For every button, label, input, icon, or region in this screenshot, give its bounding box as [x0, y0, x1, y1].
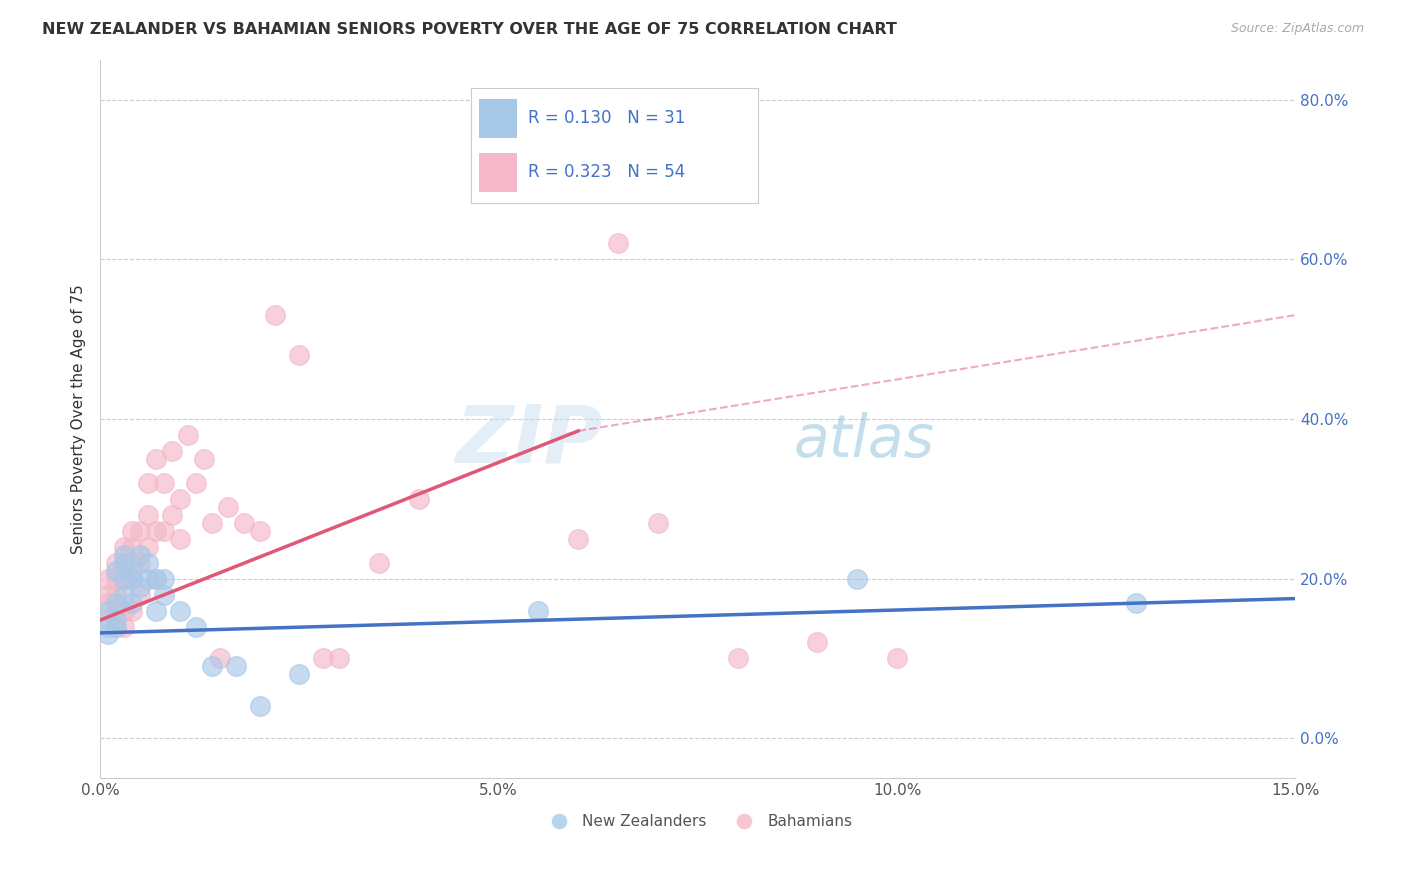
Point — [112, 572, 135, 586]
Point — [136, 556, 159, 570]
Point — [112, 603, 135, 617]
Point — [249, 524, 271, 538]
Point — [169, 532, 191, 546]
Point — [121, 556, 143, 570]
Point — [193, 451, 215, 466]
Point — [312, 651, 335, 665]
Point — [567, 532, 589, 546]
Point — [112, 540, 135, 554]
Point — [112, 588, 135, 602]
Point — [97, 627, 120, 641]
Point — [201, 516, 224, 530]
Point — [129, 548, 152, 562]
Point — [647, 516, 669, 530]
Point — [288, 667, 311, 681]
Point — [129, 588, 152, 602]
Point — [97, 603, 120, 617]
Point — [105, 588, 128, 602]
Point — [846, 572, 869, 586]
Point — [121, 540, 143, 554]
Point — [105, 596, 128, 610]
Point — [121, 596, 143, 610]
Point — [201, 659, 224, 673]
Point — [112, 619, 135, 633]
Point — [121, 603, 143, 617]
Point — [136, 572, 159, 586]
Point — [160, 508, 183, 522]
Point — [160, 443, 183, 458]
Point — [184, 475, 207, 490]
Point — [112, 556, 135, 570]
Point — [249, 699, 271, 714]
Point — [112, 548, 135, 562]
Point — [806, 635, 828, 649]
Point — [145, 572, 167, 586]
Point — [169, 491, 191, 506]
Point — [145, 524, 167, 538]
Point — [153, 475, 176, 490]
Point — [225, 659, 247, 673]
Point — [169, 603, 191, 617]
Point — [886, 651, 908, 665]
Point — [217, 500, 239, 514]
Y-axis label: Seniors Poverty Over the Age of 75: Seniors Poverty Over the Age of 75 — [72, 284, 86, 554]
Point — [607, 236, 630, 251]
Point — [288, 348, 311, 362]
Point — [105, 556, 128, 570]
Point — [105, 619, 128, 633]
Point — [1125, 596, 1147, 610]
Point — [145, 603, 167, 617]
Point — [105, 603, 128, 617]
Point — [408, 491, 430, 506]
Point — [145, 572, 167, 586]
Point — [153, 524, 176, 538]
Point — [136, 508, 159, 522]
Point — [129, 556, 152, 570]
Point — [153, 588, 176, 602]
Point — [264, 308, 287, 322]
Point — [208, 651, 231, 665]
Text: Source: ZipAtlas.com: Source: ZipAtlas.com — [1230, 22, 1364, 36]
Point — [97, 619, 120, 633]
Point — [368, 556, 391, 570]
Point — [105, 611, 128, 625]
Point — [177, 428, 200, 442]
Point — [105, 619, 128, 633]
Point — [105, 572, 128, 586]
Point — [527, 603, 550, 617]
Point — [97, 596, 120, 610]
Point — [232, 516, 254, 530]
Point — [328, 651, 350, 665]
Point — [129, 580, 152, 594]
Point — [121, 524, 143, 538]
Legend: New Zealanders, Bahamians: New Zealanders, Bahamians — [537, 808, 858, 835]
Point — [129, 524, 152, 538]
Point — [97, 572, 120, 586]
Point — [184, 619, 207, 633]
Point — [121, 572, 143, 586]
Point — [145, 451, 167, 466]
Point — [112, 556, 135, 570]
Point — [97, 611, 120, 625]
Text: atlas: atlas — [793, 412, 935, 469]
Point — [105, 564, 128, 578]
Point — [121, 572, 143, 586]
Point — [727, 651, 749, 665]
Text: ZIP: ZIP — [454, 401, 602, 480]
Text: NEW ZEALANDER VS BAHAMIAN SENIORS POVERTY OVER THE AGE OF 75 CORRELATION CHART: NEW ZEALANDER VS BAHAMIAN SENIORS POVERT… — [42, 22, 897, 37]
Point — [97, 588, 120, 602]
Point — [136, 475, 159, 490]
Point — [121, 564, 143, 578]
Point — [153, 572, 176, 586]
Point — [136, 540, 159, 554]
Point — [112, 572, 135, 586]
